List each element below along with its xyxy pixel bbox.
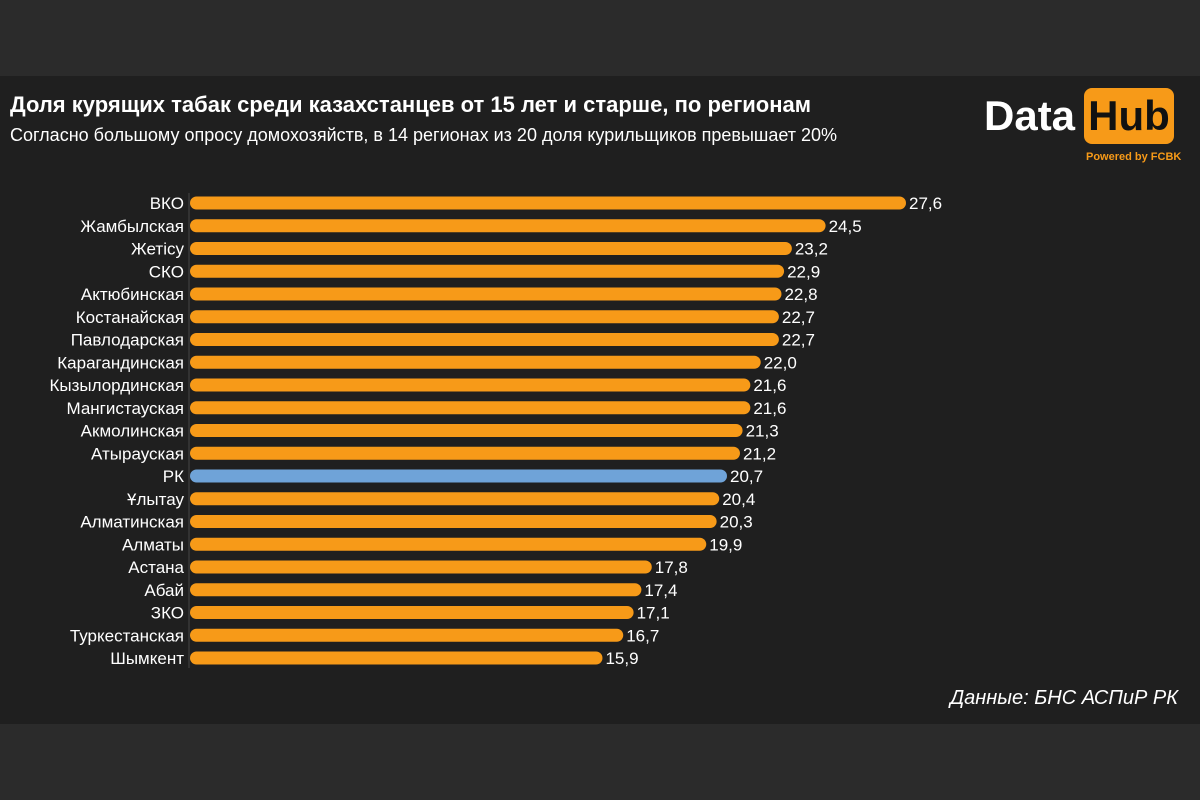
- category-label: Атырауская: [91, 444, 184, 463]
- category-label: Шымкент: [110, 649, 184, 668]
- bar: [190, 333, 779, 346]
- category-label: РК: [163, 467, 184, 486]
- bar: [190, 583, 642, 597]
- category-label: Ұлытау: [127, 490, 184, 509]
- value-label: 16,7: [626, 626, 659, 645]
- value-label: 20,4: [722, 490, 755, 509]
- category-label: Жетісу: [131, 240, 184, 259]
- category-label: Абай: [144, 581, 184, 600]
- value-label: 21,3: [746, 422, 779, 441]
- value-label: 21,6: [753, 399, 786, 418]
- logo-hub-box: Hub: [1084, 88, 1174, 144]
- category-label: Алматы: [122, 535, 184, 554]
- category-label: Карагандинская: [57, 353, 184, 372]
- value-label: 24,5: [829, 217, 862, 236]
- value-label: 22,0: [764, 353, 797, 372]
- logo-word-data: Data: [984, 92, 1076, 139]
- value-label: 17,8: [655, 558, 688, 577]
- value-label: 21,6: [753, 376, 786, 395]
- value-label: 22,8: [784, 285, 817, 304]
- category-label: Мангистауская: [66, 399, 184, 418]
- chart-subtitle: Согласно большому опросу домохозяйств, в…: [10, 125, 838, 145]
- bar: [190, 560, 652, 574]
- bar: [190, 242, 792, 255]
- value-label: 22,9: [787, 262, 820, 281]
- bar: [190, 401, 751, 415]
- value-label: 21,2: [743, 444, 776, 463]
- bar: [190, 310, 779, 324]
- value-label: 20,7: [730, 467, 763, 486]
- bar: [190, 537, 707, 551]
- bar-highlight: [190, 469, 727, 483]
- category-label: Актюбинская: [81, 285, 184, 304]
- logo-powered-by: Powered by FCBK: [1086, 151, 1182, 163]
- category-label: Жамбылская: [80, 217, 184, 236]
- category-label: СКО: [149, 262, 184, 281]
- category-label: Алматинская: [80, 513, 184, 532]
- data-source: Данные: БНС АСПиР РК: [950, 687, 1178, 709]
- category-label: ЗКО: [151, 604, 184, 623]
- bar: [190, 492, 720, 506]
- category-label: ВКО: [150, 194, 184, 213]
- value-label: 22,7: [782, 308, 815, 327]
- category-label: Акмолинская: [81, 422, 184, 441]
- logo-word-hub: Hub: [1088, 92, 1170, 139]
- category-label: Павлодарская: [71, 331, 184, 350]
- bar: [190, 515, 717, 528]
- bar: [190, 628, 624, 642]
- bar: [190, 378, 751, 392]
- bar: [190, 446, 740, 460]
- value-label: 20,3: [720, 513, 753, 532]
- datahub-logo: Data Hub Powered by FCBK: [984, 86, 1188, 166]
- value-label: 19,9: [709, 535, 742, 554]
- value-label: 17,4: [644, 581, 677, 600]
- bar: [190, 196, 906, 210]
- bar: [190, 606, 634, 619]
- category-label: Костанайская: [76, 308, 184, 327]
- value-label: 27,6: [909, 194, 942, 213]
- category-label: Астана: [128, 558, 184, 577]
- value-label: 15,9: [605, 649, 638, 668]
- bar: [190, 355, 761, 369]
- bar: [190, 424, 743, 437]
- value-label: 22,7: [782, 331, 815, 350]
- value-label: 23,2: [795, 240, 828, 259]
- category-label: Кызылординская: [49, 376, 184, 395]
- bar: [190, 264, 785, 278]
- chart-title: Доля курящих табак среди казахстанцев от…: [10, 92, 812, 117]
- bar: [190, 287, 782, 301]
- bar: [190, 651, 603, 665]
- category-label: Туркестанская: [70, 626, 184, 645]
- value-label: 17,1: [637, 604, 670, 623]
- bar: [190, 219, 826, 233]
